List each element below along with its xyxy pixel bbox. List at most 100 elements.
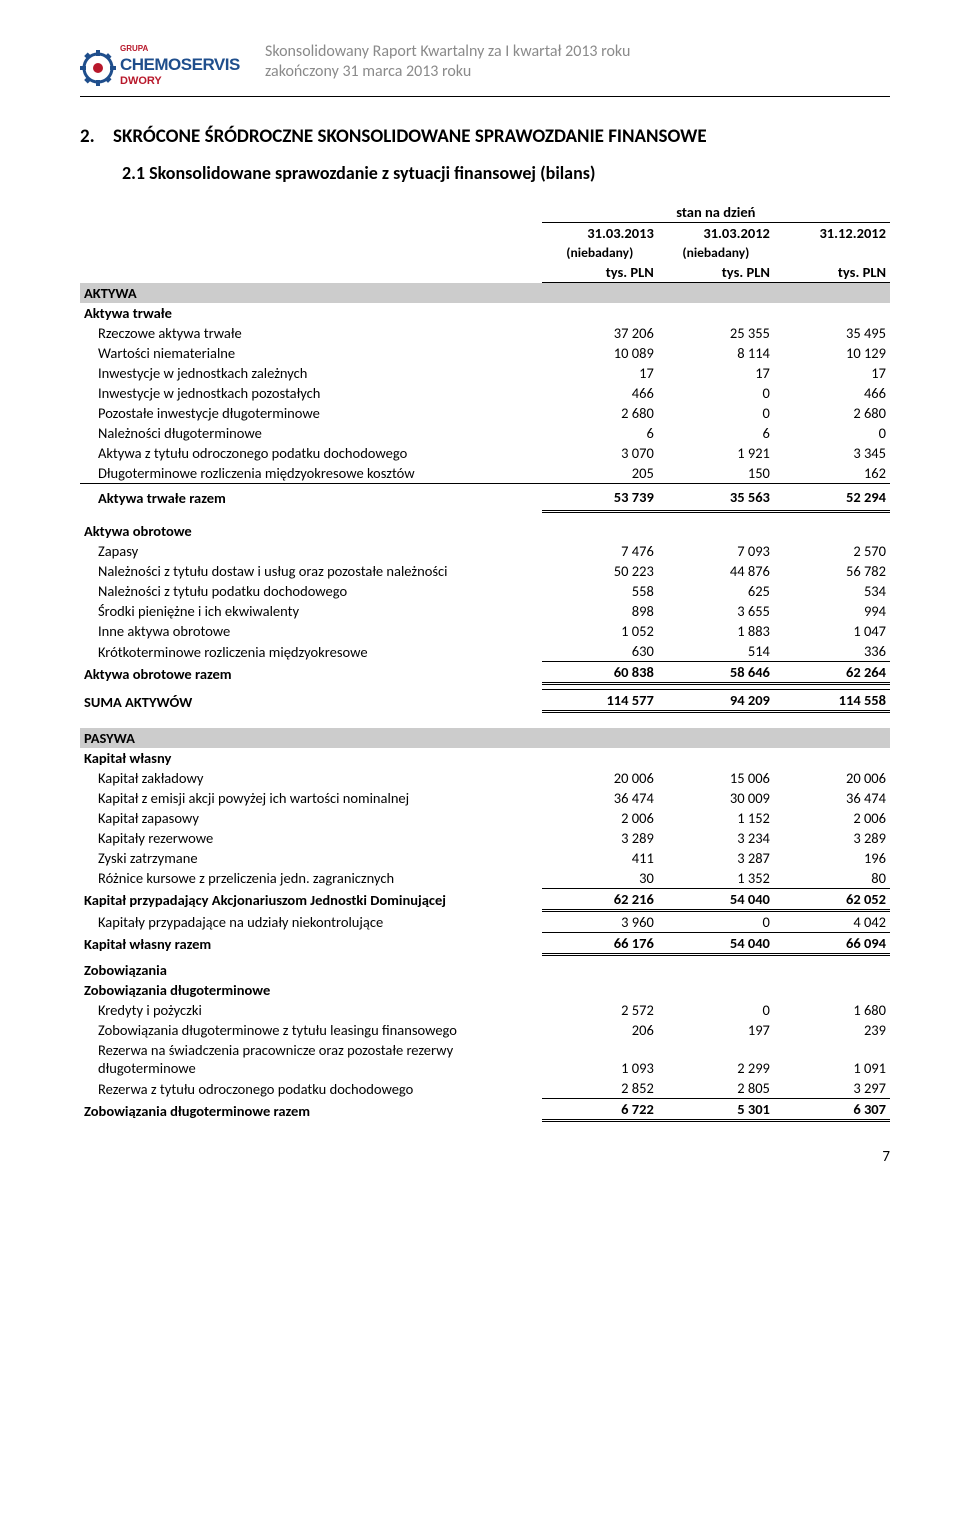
cell: 150 [658,463,774,484]
cell: 62 264 [774,662,890,684]
cell: 3 345 [774,443,890,463]
row-label: Kapitał zapasowy [80,808,542,828]
table-row: Różnice kursowe z przeliczenia jedn. zag… [80,868,890,889]
cell: 534 [774,581,890,601]
subtotal-label: Kapitał przypadający Akcjonariuszom Jedn… [80,888,542,910]
table-row: Kapitał zakładowy20 00615 00620 006 [80,768,890,788]
cell: 630 [542,641,658,662]
cell: 56 782 [774,561,890,581]
table-row: Należności z tytułu podatku dochodowego5… [80,581,890,601]
table-row: Kapitały rezerwowe3 2893 2343 289 [80,828,890,848]
row-label: Pozostałe inwestycje długoterminowe [80,403,542,423]
cell: 2 572 [542,1000,658,1020]
table-row: Inwestycje w jednostkach zależnych171717 [80,363,890,383]
total-row: Aktywa trwałe razem53 73935 56352 294 [80,483,890,511]
row-label: Rzeczowe aktywa trwałe [80,323,542,343]
subtotal-row: Aktywa obrotowe razem60 83858 64662 264 [80,662,890,684]
cell: 2 852 [542,1078,658,1099]
header-date: 31.03.2013 [542,223,658,244]
row-label: Wartości niematerialne [80,343,542,363]
subgroup-heading-row: Aktywa obrotowe [80,521,890,541]
cell: 1 091 [774,1040,890,1078]
header-title-line2: zakończony 31 marca 2013 roku [265,62,630,82]
cell: 36 474 [542,788,658,808]
grand-total-label: SUMA AKTYWÓW [80,690,542,712]
gap-row [80,712,890,722]
row-label: Aktywa z tytułu odroczonego podatku doch… [80,443,542,463]
cell: 54 040 [658,888,774,910]
cell: 625 [658,581,774,601]
row-label: Kapitał z emisji akcji powyżej ich warto… [80,788,542,808]
group-heading-row: AKTYWA [80,283,890,303]
cell: 2 805 [658,1078,774,1099]
cell: 53 739 [542,483,658,511]
table-row: Inne aktywa obrotowe1 0521 8831 047 [80,621,890,641]
cell: 58 646 [658,662,774,684]
cell: 3 234 [658,828,774,848]
subgroup-heading-row: Aktywa trwałe [80,303,890,323]
row-label: Należności z tytułu dostaw i usług oraz … [80,561,542,581]
row-label: Inwestycje w jednostkach zależnych [80,363,542,383]
cell: 50 223 [542,561,658,581]
cell: 3 287 [658,848,774,868]
cell: 1 680 [774,1000,890,1020]
cell: 0 [774,423,890,443]
section-title: SKRÓCONE ŚRÓDROCZNE SKONSOLIDOWANE SPRAW… [113,125,707,148]
cell: 3 289 [774,828,890,848]
cell: 3 070 [542,443,658,463]
cell: 206 [542,1020,658,1040]
cell: 196 [774,848,890,868]
gap-row [80,511,890,521]
subsection-number: 2.1 [122,162,145,184]
cell: 62 052 [774,888,890,910]
table-row: Kapitał zapasowy2 0061 1522 006 [80,808,890,828]
row-label: Rezerwa z tytułu odroczonego podatku doc… [80,1078,542,1099]
table-row: Należności z tytułu dostaw i usług oraz … [80,561,890,581]
cell: 66 094 [774,932,890,954]
header-note: (niebadany) [542,243,658,262]
table-row: Rezerwa z tytułu odroczonego podatku doc… [80,1078,890,1099]
row-label: Kapitały rezerwowe [80,828,542,848]
row-label: Inne aktywa obrotowe [80,621,542,641]
table-header-units: tys. PLN tys. PLN tys. PLN [80,262,890,283]
table-row: Zapasy7 4767 0932 570 [80,541,890,561]
subgroup-label: Aktywa obrotowe [80,521,542,541]
cell: 62 216 [542,888,658,910]
row-label: Różnice kursowe z przeliczenia jedn. zag… [80,868,542,889]
table-row: Zyski zatrzymane4113 287196 [80,848,890,868]
page-number: 7 [80,1148,890,1166]
cell: 54 040 [658,932,774,954]
cell: 466 [774,383,890,403]
row-label: Zyski zatrzymane [80,848,542,868]
table-header-dates: 31.03.2013 31.03.2012 31.12.2012 [80,223,890,244]
cell: 1 052 [542,621,658,641]
table-row: Krótkoterminowe rozliczenia międzyokreso… [80,641,890,662]
cell: 0 [658,403,774,423]
cell: 3 289 [542,828,658,848]
cell: 898 [542,601,658,621]
table-row: Zobowiązania długoterminowe z tytułu lea… [80,1020,890,1040]
cell: 2 006 [774,808,890,828]
section-heading: 2. SKRÓCONE ŚRÓDROCZNE SKONSOLIDOWANE SP… [80,125,890,148]
company-logo: GRUPA CHEMOSERVIS DWORY [80,40,265,90]
section-number: 2. [80,125,95,148]
subtotal-label: Zobowiązania długoterminowe razem [80,1099,542,1121]
cell: 1 047 [774,621,890,641]
cell: 239 [774,1020,890,1040]
cell: 6 [542,423,658,443]
cell: 205 [542,463,658,484]
row-label: Kredyty i pożyczki [80,1000,542,1020]
cell: 7 093 [658,541,774,561]
cell: 17 [542,363,658,383]
table-header-row: stan na dzień [80,202,890,223]
cell: 994 [774,601,890,621]
subgroup-heading-row: Kapitał własny [80,748,890,768]
cell: 114 577 [542,690,658,712]
cell: 66 176 [542,932,658,954]
cell: 7 476 [542,541,658,561]
cell: 52 294 [774,483,890,511]
cell: 35 495 [774,323,890,343]
cell: 17 [658,363,774,383]
page: GRUPA CHEMOSERVIS DWORY Skonsolidowany R… [0,0,960,1206]
subgroup-heading-row: Zobowiązania [80,960,890,980]
